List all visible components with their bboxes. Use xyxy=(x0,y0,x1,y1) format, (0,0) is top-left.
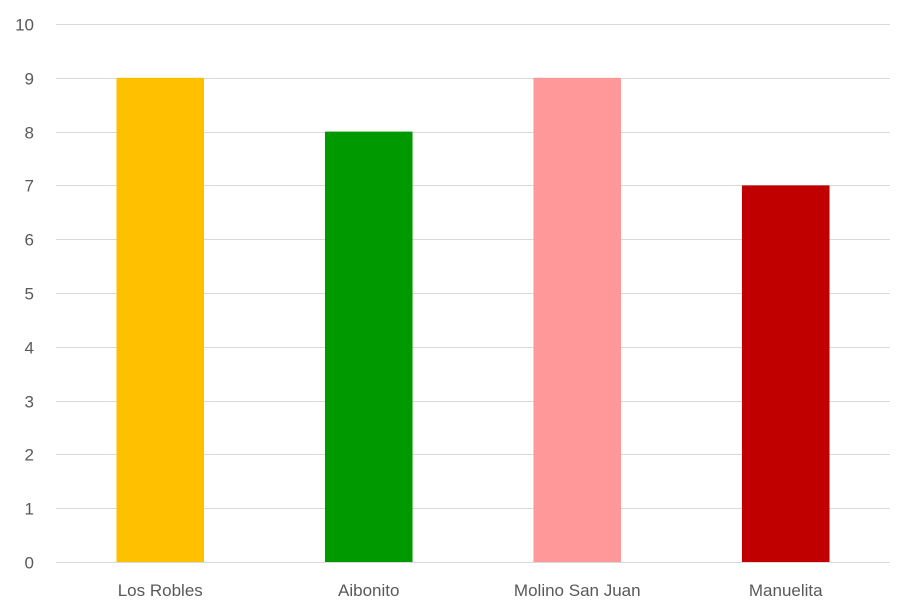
y-tick-label: 6 xyxy=(25,231,34,250)
bar-molino-san-juan xyxy=(533,77,622,563)
y-tick-label: 10 xyxy=(15,16,34,35)
x-tick-label: Molino San Juan xyxy=(514,581,641,600)
x-tick-label: Manuelita xyxy=(749,581,823,600)
bars xyxy=(116,77,830,563)
y-tick-label: 3 xyxy=(25,393,34,412)
y-tick-label: 4 xyxy=(25,339,34,358)
y-tick-label: 7 xyxy=(25,177,34,196)
y-tick-label: 5 xyxy=(25,285,34,304)
y-tick-label: 2 xyxy=(25,446,34,465)
y-tick-label: 0 xyxy=(25,554,34,573)
x-axis-ticks: Los Robles Aibonito Molino San Juan Manueli… xyxy=(118,581,823,600)
x-tick-label: Los Robles xyxy=(118,581,203,600)
y-tick-label: 1 xyxy=(25,500,34,519)
x-tick-label: Aibonito xyxy=(338,581,399,600)
bar-manuelita xyxy=(741,185,830,562)
y-axis-ticks: 0 1 2 3 4 5 6 7 8 9 10 xyxy=(15,16,34,573)
y-tick-label: 9 xyxy=(25,70,34,89)
bar-aibonito xyxy=(324,131,413,562)
y-tick-label: 8 xyxy=(25,124,34,143)
bar-los-robles xyxy=(116,77,205,563)
